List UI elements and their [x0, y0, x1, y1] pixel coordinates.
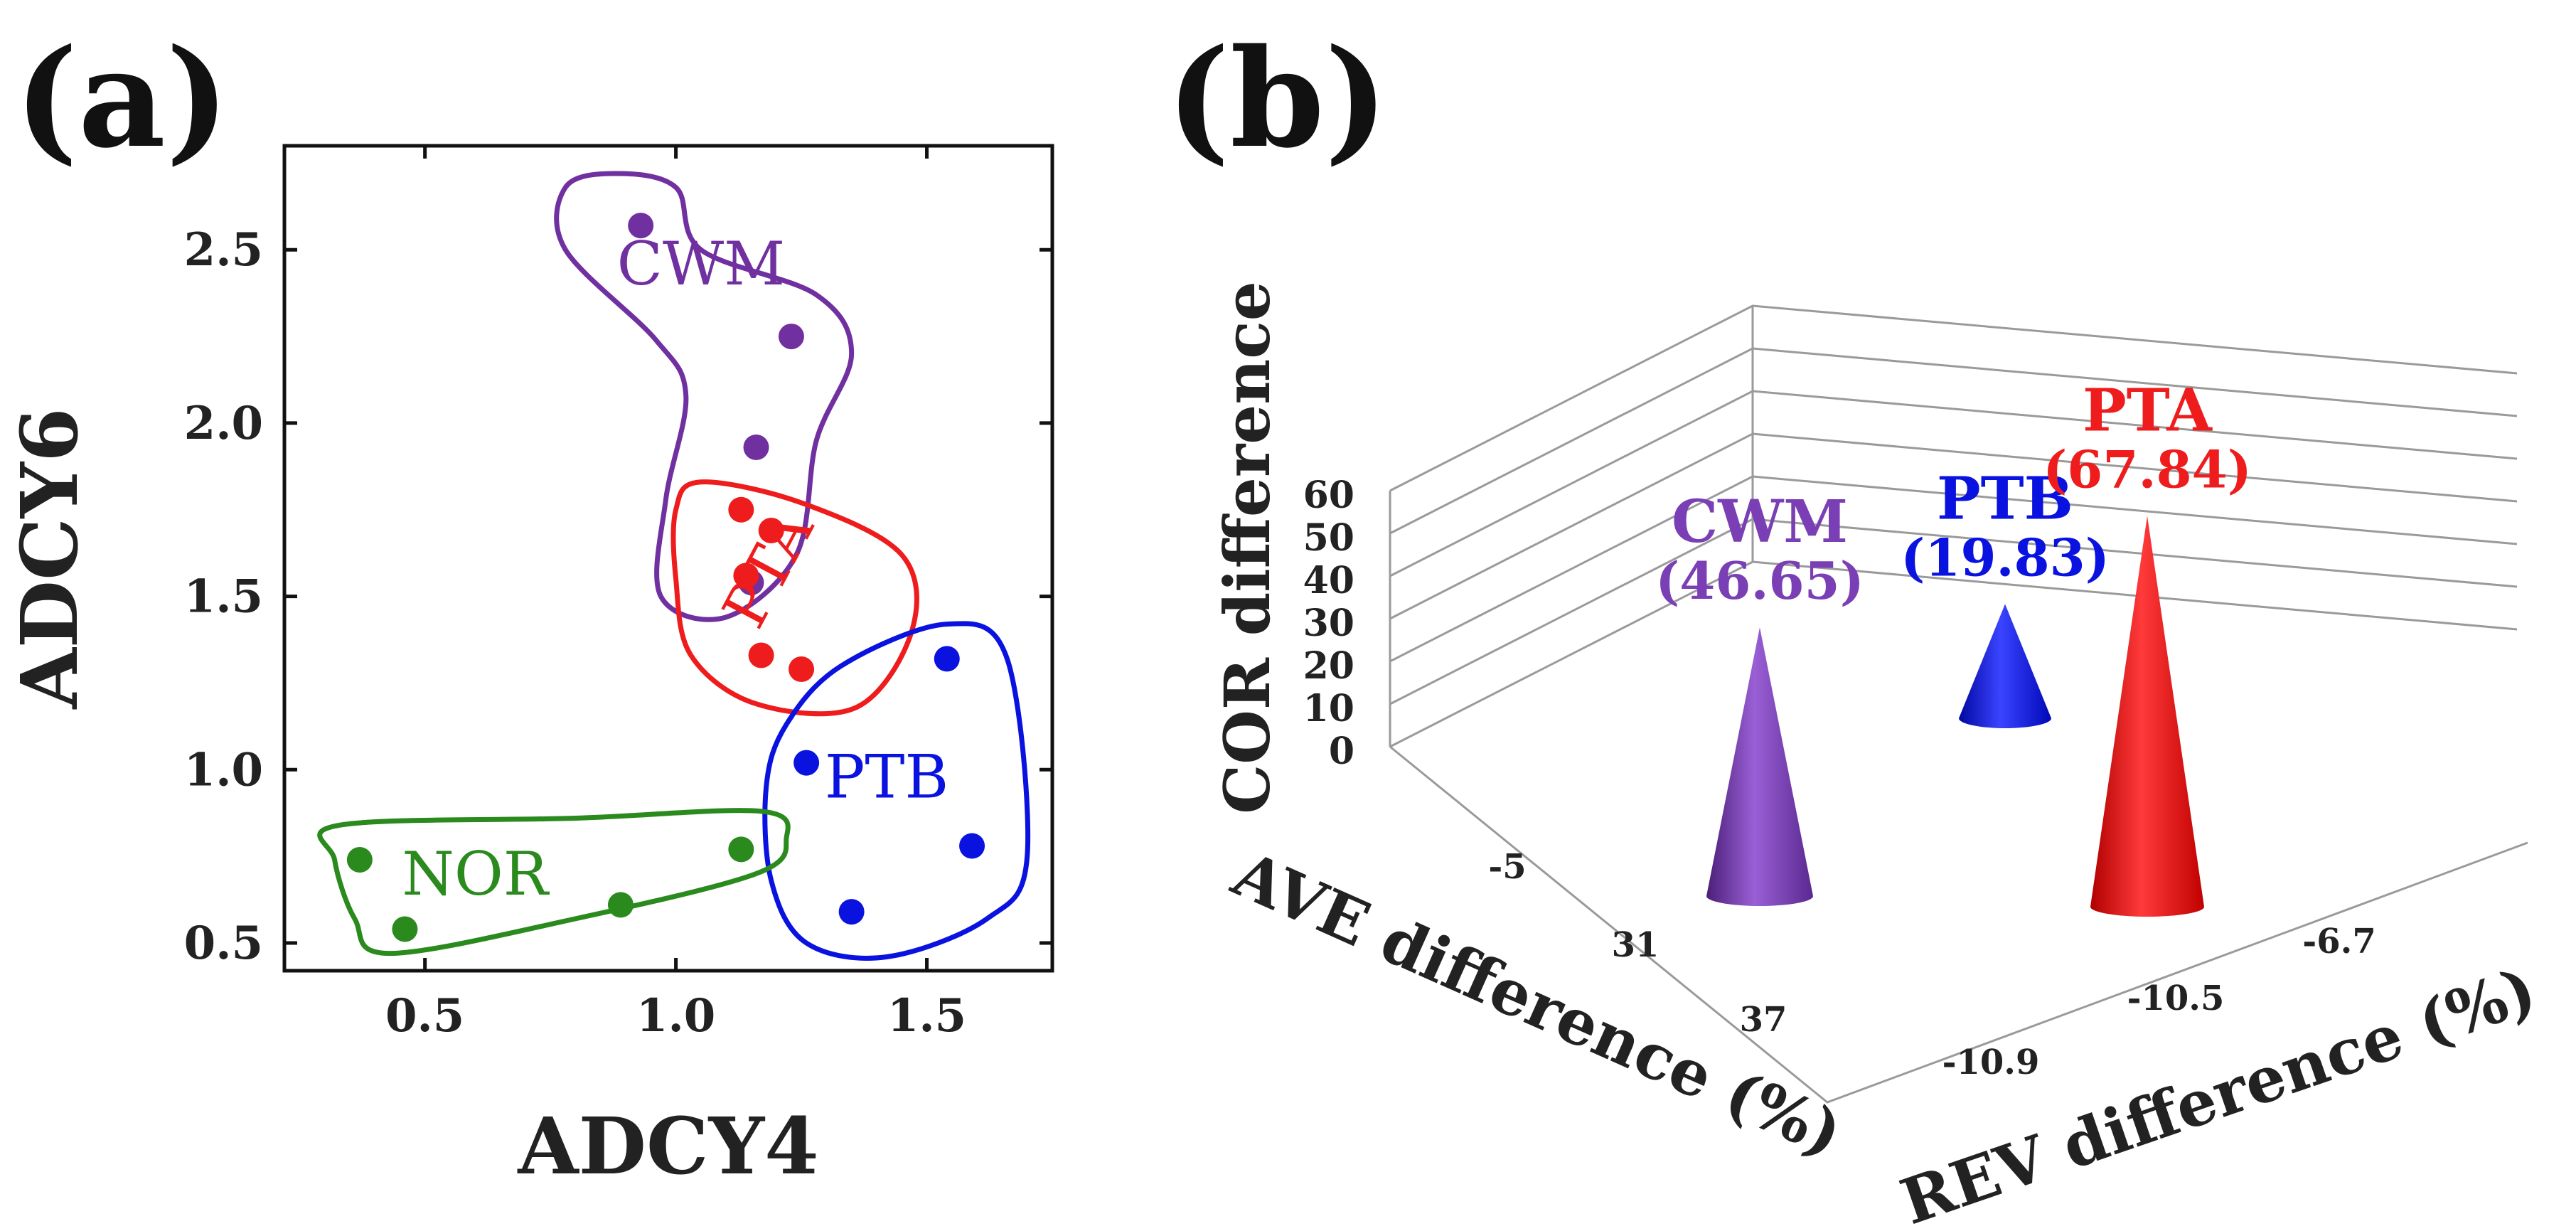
cor-tick-label: 0: [1329, 730, 1354, 773]
data-point-nor: [607, 892, 634, 918]
x-axis-title-a: ADCY4: [517, 1100, 818, 1192]
cone-value-pta: (67.84): [2043, 439, 2252, 499]
cone-value-cwm: (46.65): [1655, 550, 1864, 611]
cone-shape-cwm: [1706, 627, 1813, 906]
data-point-pta: [733, 563, 759, 589]
data-point-cwm: [743, 435, 769, 461]
data-point-pta: [748, 642, 774, 668]
group-outline-nor: [317, 808, 791, 956]
data-point-pta: [728, 496, 754, 523]
rev-tick-label: -6.7: [2302, 922, 2375, 961]
panel-a-label: (a): [14, 19, 230, 178]
cor-tick-label: 20: [1303, 644, 1354, 688]
group-ptb: PTB: [762, 621, 1031, 961]
cone-label-ptb: PTB: [1937, 464, 2073, 533]
cone-shape-ptb: [1959, 604, 2051, 728]
plot-b-cones: CWM(46.65)PTB(19.83)PTA(67.84): [1655, 376, 2252, 917]
plot-b-gridlines: [1389, 304, 2528, 1104]
data-point-cwm: [628, 213, 654, 239]
y-tick-label: 0.5: [184, 917, 263, 970]
cone-value-ptb: (19.83): [1901, 527, 2110, 587]
y-tick-label: 2.0: [184, 397, 263, 450]
group-nor: NOR: [317, 808, 791, 956]
data-point-ptb: [838, 899, 865, 925]
cone-pta: PTA(67.84): [2043, 376, 2252, 917]
x-tick-label: 1.5: [887, 989, 966, 1043]
cor-tick-label: 10: [1303, 687, 1354, 730]
scatter-plot-panel-a: 0.5 1.0 1.5 0.5 1.0 1.5 2.0 2.5 CWM PTA PTB NOR AD…: [4, 144, 1054, 1192]
data-point-nor: [346, 847, 373, 873]
group-pta: PTA: [670, 479, 919, 717]
ave-tick-label: -5: [1488, 847, 1526, 887]
data-point-ptb: [934, 646, 960, 672]
group-label-nor: NOR: [402, 839, 550, 909]
group-label-cwm: CWM: [617, 229, 786, 299]
cone-label-cwm: CWM: [1672, 488, 1848, 556]
y-axis-title-a: ADCY6: [4, 407, 95, 709]
x-tick-label: 0.5: [385, 989, 464, 1043]
plot-a-frame: [282, 144, 1054, 973]
cor-tick-label: 50: [1303, 516, 1354, 560]
data-point-ptb: [793, 750, 820, 776]
y-tick-label: 2.5: [184, 223, 263, 277]
data-point-pta: [789, 656, 815, 682]
cor-tick-label: 30: [1303, 602, 1354, 645]
rev-tick-label: -10.9: [1942, 1043, 2040, 1082]
cone-shape-pta: [2090, 516, 2204, 917]
group-outline-pta: [670, 479, 919, 717]
cor-tick-label: 60: [1303, 474, 1354, 517]
cone-cwm: CWM(46.65): [1655, 488, 1864, 906]
data-point-cwm: [778, 324, 804, 350]
group-outline-ptb: [762, 621, 1031, 961]
group-cwm: CWM: [554, 171, 855, 622]
panel-b-label: (b): [1166, 19, 1389, 178]
plot-a-ticks: 0.5 1.0 1.5 0.5 1.0 1.5 2.0 2.5: [184, 146, 1052, 1043]
data-point-pta: [758, 518, 784, 544]
rev-tick-label: -10.5: [2127, 979, 2225, 1018]
y-tick-label: 1.0: [184, 743, 263, 796]
ave-tick-label: 31: [1612, 925, 1660, 965]
gridline: [1389, 304, 2518, 492]
data-point-nor: [728, 836, 754, 863]
y-tick-label: 1.5: [184, 570, 263, 624]
cor-tick-label: 40: [1303, 559, 1354, 602]
group-outline-cwm: [554, 171, 855, 622]
x-tick-label: 1.0: [636, 989, 715, 1043]
y-axis-title-b: COR difference: [1210, 281, 1284, 814]
ave-tick-label: 37: [1740, 1000, 1787, 1040]
data-point-ptb: [959, 833, 985, 859]
group-label-ptb: PTB: [825, 742, 948, 811]
floor-edge: [1389, 745, 2528, 1104]
cone-ptb: PTB(19.83): [1901, 464, 2110, 728]
cone-label-pta: PTA: [2083, 376, 2213, 444]
plot-a-groups: CWM PTA PTB NOR: [317, 171, 1031, 961]
gridline: [1389, 560, 2518, 748]
data-point-nor: [392, 916, 418, 942]
